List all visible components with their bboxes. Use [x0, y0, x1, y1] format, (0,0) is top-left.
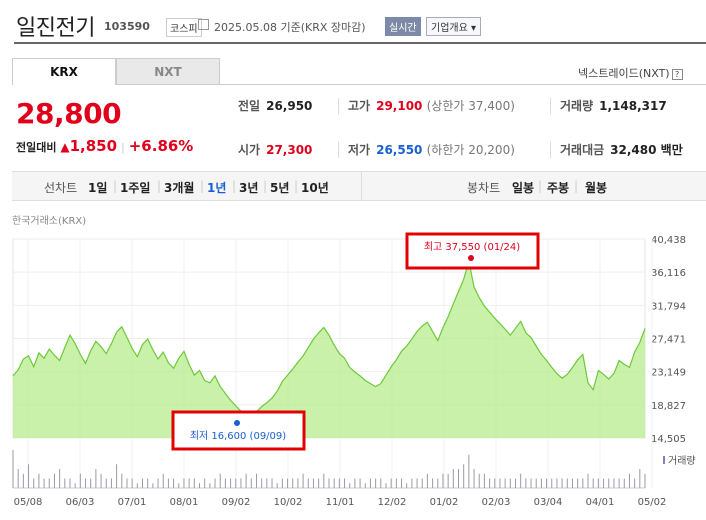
y-tick-label: 18,827: [651, 401, 686, 412]
prev-close-label: 전일: [238, 99, 261, 113]
volume: 거래량 1,148,317: [560, 97, 667, 114]
x-tick-label: 05/08: [14, 497, 43, 508]
market-badge: 코스피: [166, 18, 202, 37]
x-tick-label: 09/02: [222, 497, 251, 508]
x-tick-label: 12/02: [378, 497, 407, 508]
candle-daily[interactable]: 일봉: [512, 181, 535, 195]
amount-label: 거래대금: [560, 143, 605, 157]
period-1y[interactable]: 1년: [207, 181, 227, 195]
high-label: 고가: [348, 99, 371, 113]
high-value: 29,100: [376, 99, 423, 113]
stock-header: 일진전기 103590 코스피 2025.05.08 기준(KRX 장마감) 실…: [14, 8, 706, 44]
candle-monthly[interactable]: 월봉: [585, 181, 608, 195]
x-tick-label: 05/02: [638, 497, 667, 508]
x-tick-label: 11/01: [326, 497, 355, 508]
y-tick-label: 14,505: [651, 434, 686, 445]
period-5y[interactable]: 5년: [270, 181, 290, 195]
trading-amount: 거래대금 32,480 백만: [560, 141, 683, 158]
help-icon[interactable]: ?: [671, 68, 683, 80]
period-1d[interactable]: 1일: [88, 181, 108, 195]
price-change: 전일대비 ▲1,850 | +6.86%: [16, 137, 194, 155]
y-tick-label: 27,471: [651, 335, 686, 346]
high-annotation-label: 최고 37,550 (01/24): [424, 241, 520, 253]
prev-close: 전일 26,950: [238, 97, 312, 114]
high-annotation-box: [405, 232, 540, 270]
lower-limit: (하한가 20,200): [426, 143, 515, 157]
line-chart-label: 선차트: [44, 181, 78, 195]
x-tick-label: 10/02: [274, 497, 303, 508]
low-label: 저가: [348, 143, 371, 157]
realtime-button[interactable]: 실시간: [385, 17, 421, 36]
x-tick-label: 01/02: [430, 497, 459, 508]
open-value: 27,300: [266, 143, 313, 157]
y-tick-label: 23,149: [651, 368, 686, 379]
current-price: 28,800: [16, 97, 122, 130]
open-price: 시가 27,300: [238, 141, 312, 158]
nextrade-label: 넥스트레이드(NXT): [578, 67, 670, 80]
x-tick-label: 04/01: [586, 497, 615, 508]
y-tick-label: 31,794: [651, 301, 686, 312]
volume-legend-label: 거래량: [668, 455, 696, 467]
tab-krx[interactable]: KRX: [12, 58, 116, 85]
price-area: [13, 261, 645, 438]
x-tick-label: 02/03: [482, 497, 511, 508]
low-marker: [234, 420, 240, 426]
x-tick-label: 03/04: [534, 497, 563, 508]
volume-label: 거래량: [560, 99, 594, 113]
low-annotation-label: 최저 16,600 (09/09): [190, 430, 286, 442]
low-price: 저가 26,550 (하한가 20,200): [348, 141, 515, 158]
company-overview-dropdown[interactable]: 기업개요 ▾: [426, 17, 481, 36]
low-value: 26,550: [376, 143, 423, 157]
low-annotation-box: [171, 410, 306, 451]
x-tick-label: 07/01: [118, 497, 147, 508]
stock-name: 일진전기: [16, 16, 95, 41]
change-percent: +6.86%: [128, 137, 194, 155]
high-price: 고가 29,100 (상한가 37,400): [348, 97, 515, 114]
period-toolbar: 선차트 1일 | 1주일 | 3개월 | 1년 | 3년 | 5년 | 10년 …: [12, 171, 706, 201]
tab-nxt[interactable]: NXT: [116, 58, 220, 85]
amount-value: 32,480 백만: [610, 143, 683, 157]
x-tick-label: 06/03: [66, 497, 95, 508]
change-label: 전일대비: [16, 141, 57, 154]
high-marker: [468, 255, 474, 261]
y-tick-label: 40,438: [651, 235, 686, 246]
calendar-icon: [198, 19, 209, 30]
period-3y[interactable]: 3년: [239, 181, 259, 195]
quote-date: 2025.05.08 기준(KRX 장마감): [214, 21, 366, 34]
tab-divider: [220, 84, 706, 85]
upper-limit: (상한가 37,400): [426, 99, 515, 113]
period-1w[interactable]: 1주일: [120, 181, 151, 195]
stock-code: 103590: [104, 20, 150, 33]
up-arrow-icon: ▲: [60, 140, 70, 154]
price-line: [12, 261, 646, 423]
volume-value: 1,148,317: [599, 99, 667, 113]
nextrade-link[interactable]: 넥스트레이드(NXT)?: [578, 65, 683, 81]
chart-source: 한국거래소(KRX): [12, 216, 87, 227]
change-value: 1,850: [69, 137, 118, 155]
period-10y[interactable]: 10년: [301, 181, 329, 195]
x-tick-label: 08/01: [170, 497, 199, 508]
y-tick-label: 36,116: [651, 268, 686, 279]
open-label: 시가: [238, 143, 261, 157]
period-3m[interactable]: 3개월: [164, 181, 195, 195]
candle-weekly[interactable]: 주봉: [547, 181, 570, 195]
volume-legend-swatch: [663, 456, 665, 464]
candle-chart-label: 봉차트: [467, 181, 501, 195]
prev-close-value: 26,950: [266, 99, 313, 113]
